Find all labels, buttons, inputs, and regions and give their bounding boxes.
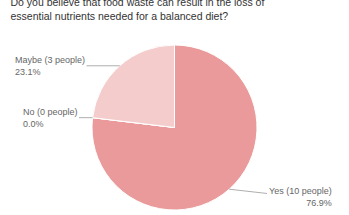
- svg-text:Yes (10 people)76.9%: Yes (10 people)76.9%: [269, 186, 332, 208]
- svg-text:Do you believe that food waste: Do you believe that food waste can resul…: [10, 0, 264, 22]
- svg-text:Maybe (3 people)23.1%: Maybe (3 people)23.1%: [15, 55, 85, 77]
- svg-text:No (0 people)0.0%: No (0 people)0.0%: [23, 107, 78, 129]
